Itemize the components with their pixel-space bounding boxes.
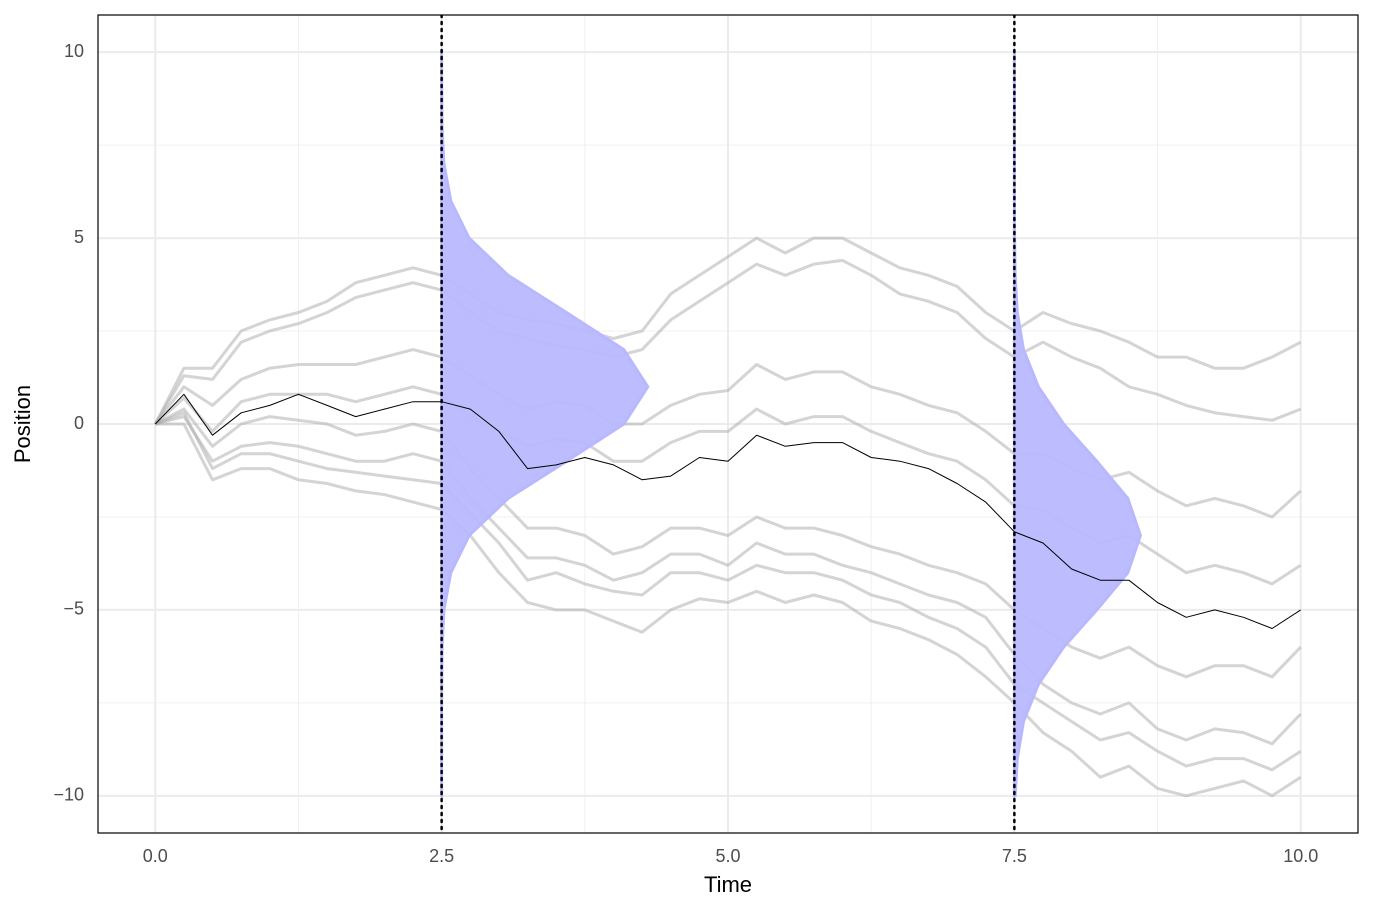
panel-border <box>97 14 1359 834</box>
y-tick-label: 10 <box>64 41 84 61</box>
x-tick-label: 10.0 <box>1283 846 1318 866</box>
x-tick-label: 2.5 <box>429 846 454 866</box>
grid <box>98 15 1358 833</box>
sample-path <box>153 236 1302 425</box>
sample-path <box>154 415 1302 746</box>
x-tick-label: 0.0 <box>143 846 168 866</box>
x-tick-label: 5.0 <box>715 846 740 866</box>
x-axis-title: Time <box>704 872 752 897</box>
y-axis-title: Position <box>10 385 35 463</box>
sample-path <box>154 407 1302 679</box>
sample-path <box>155 422 1302 798</box>
y-tick-label: 5 <box>74 227 84 247</box>
density <box>440 49 650 799</box>
x-tick-label: 7.5 <box>1002 846 1027 866</box>
axes: 0.0 2.5 5.0 7.5 10.0 −10 −5 0 5 10 <box>53 41 1318 866</box>
y-tick-label: −5 <box>63 599 84 619</box>
sample-path <box>154 411 1302 772</box>
plot-area <box>153 15 1302 833</box>
sample-path <box>154 258 1302 425</box>
highlight-path <box>154 393 1301 629</box>
y-tick-label: 0 <box>74 413 84 433</box>
y-tick-label: −10 <box>53 785 84 805</box>
